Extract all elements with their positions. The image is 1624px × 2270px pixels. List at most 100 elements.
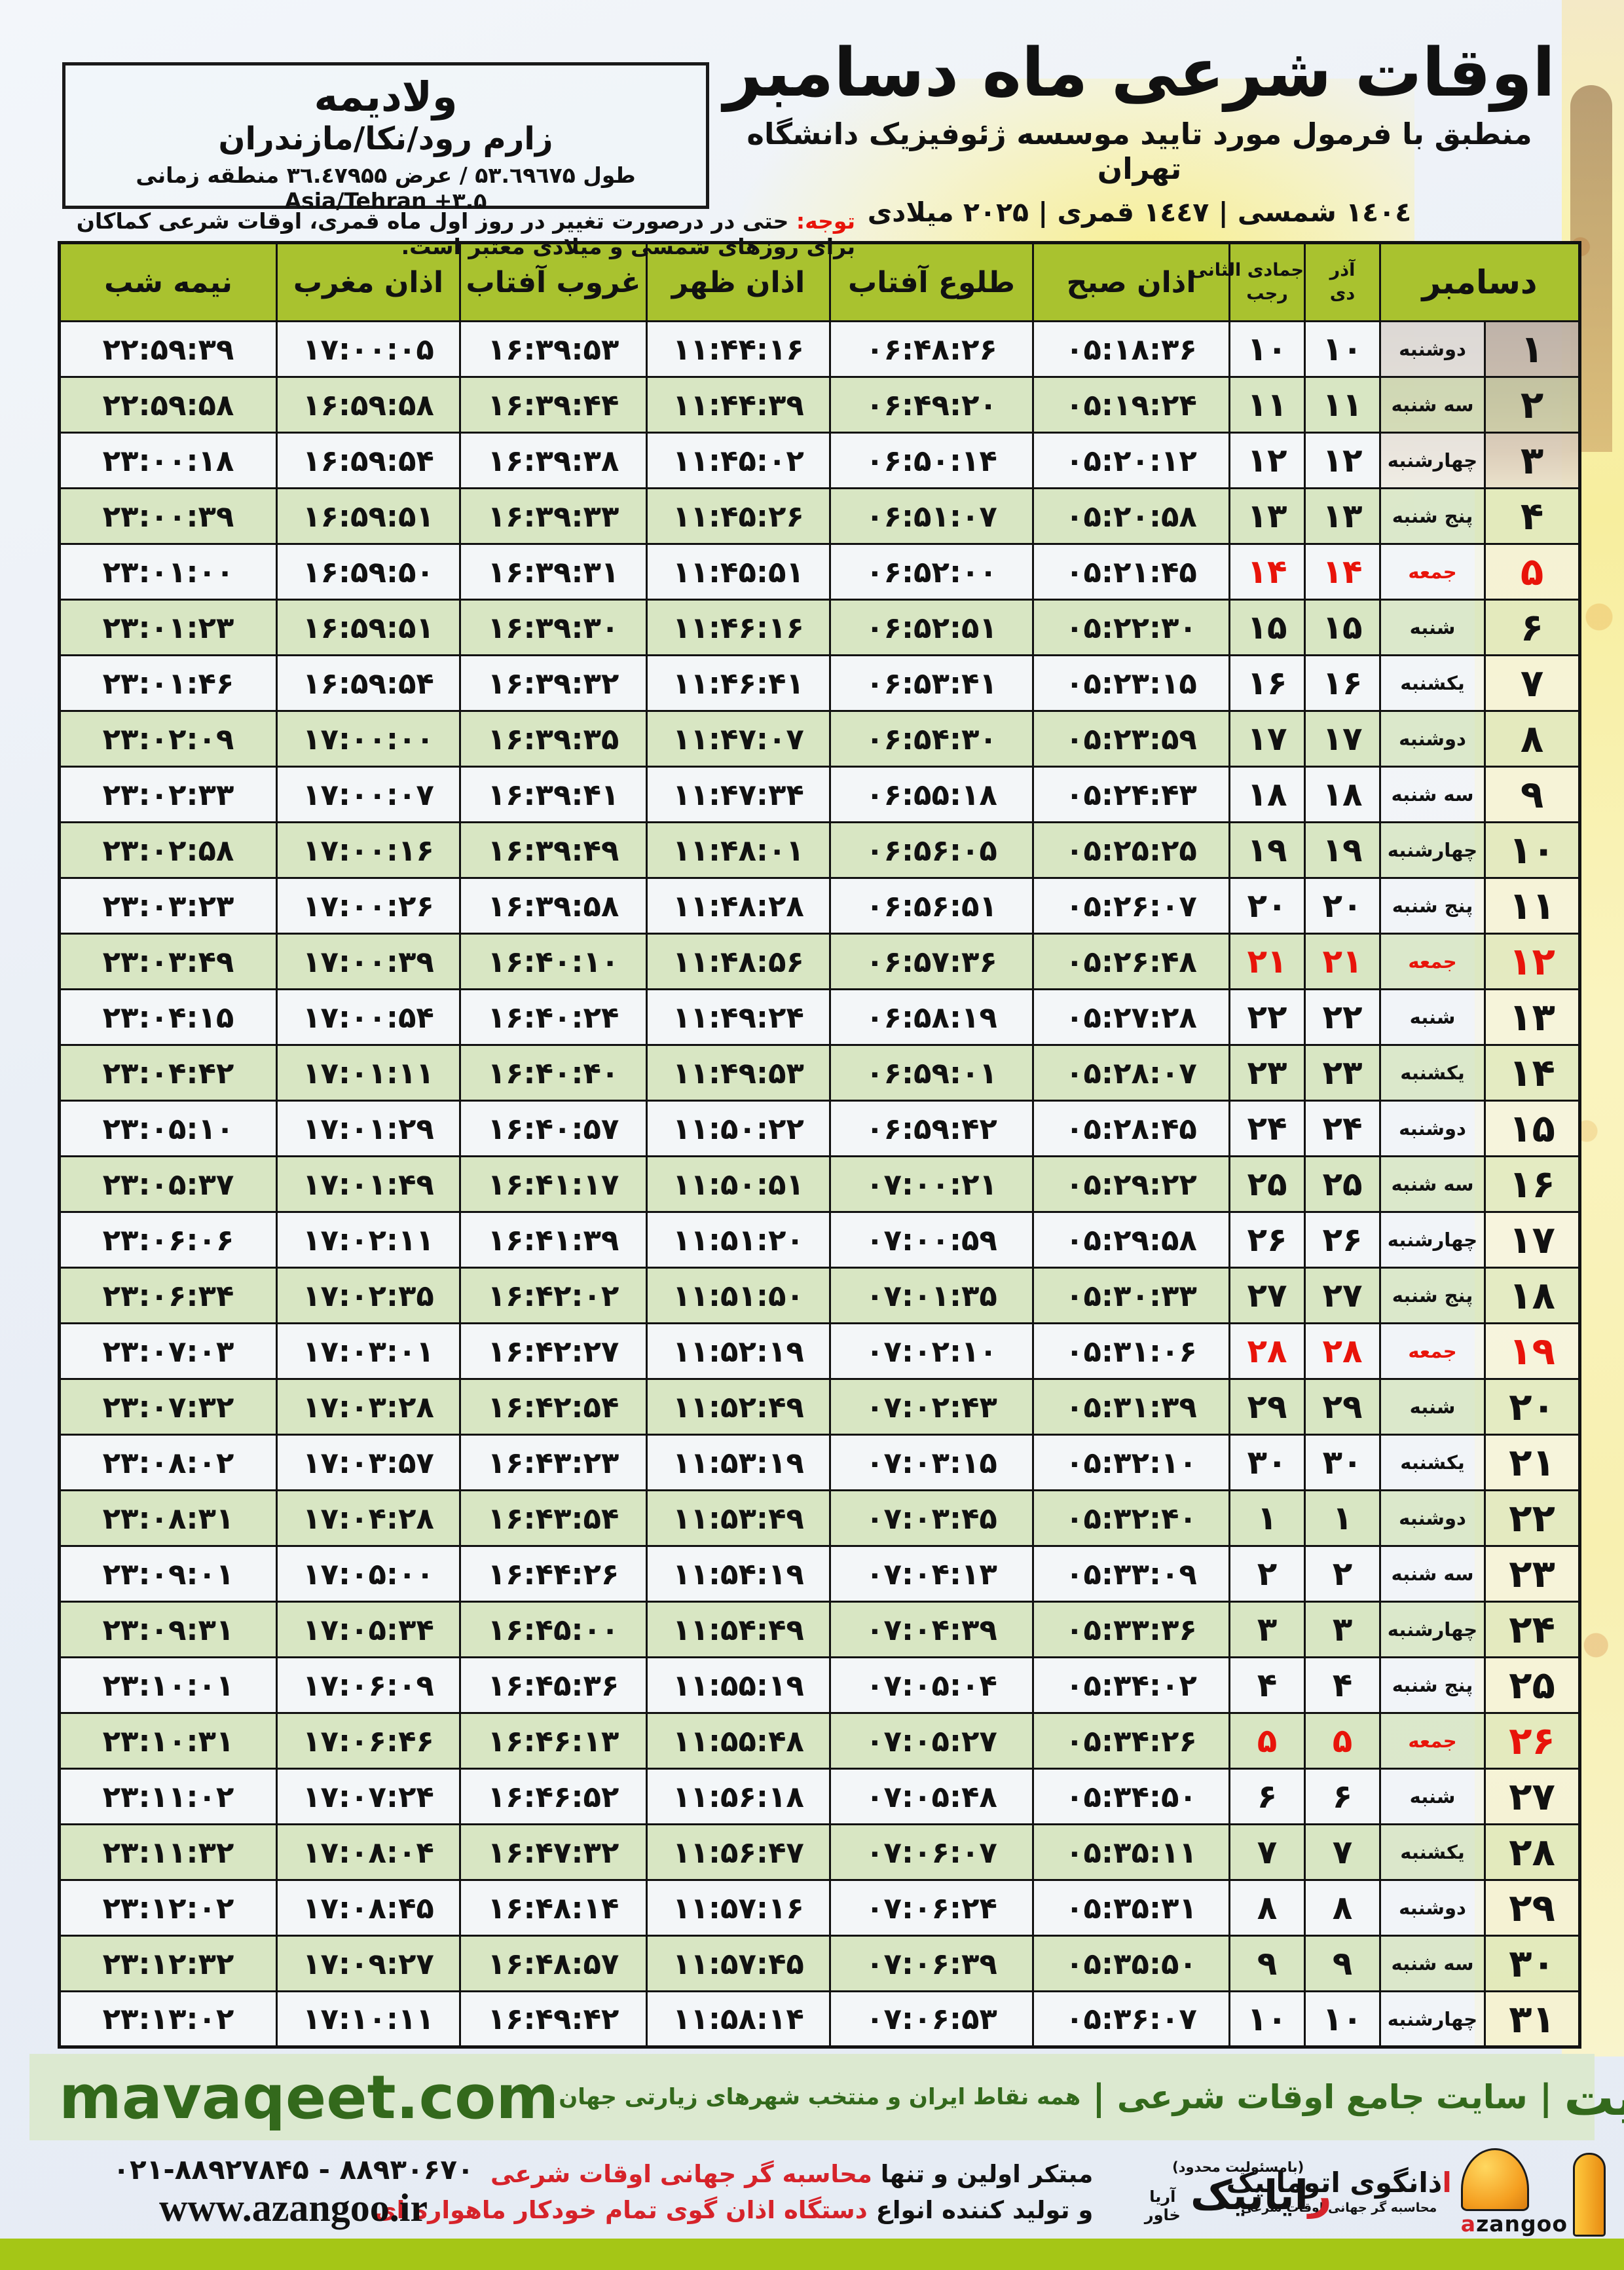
column-header-fajr: اذان صبح (1032, 242, 1230, 322)
maghrib-time: ۱۷:۰۱:۲۹ (276, 1100, 461, 1157)
lunar-month-day: ۲۴ (1228, 1100, 1306, 1157)
table-row: ۱۶ سه شنبه ۲۵ ۲۵ ۰۵:۲۹:۲۲ ۰۷:۰۰:۲۱ ۱۱:۵۰… (58, 1155, 1581, 1213)
weekday: دوشنبه (1378, 320, 1486, 378)
dhuhr-time: ۱۱:۵۸:۱۴ (646, 1990, 831, 2048)
lunar-month-day: ۲۲ (1228, 988, 1306, 1046)
weekday: چهارشنبه (1378, 1211, 1486, 1269)
sunset-time: ۱۶:۳۹:۳۸ (459, 432, 648, 489)
midnight-time: ۲۳:۰۵:۱۰ (58, 1100, 278, 1157)
table-row: ۲۶ جمعه ۵ ۵ ۰۵:۳۴:۲۶ ۰۷:۰۵:۲۷ ۱۱:۵۵:۴۸ ۱… (58, 1712, 1581, 1770)
sunset-time: ۱۶:۳۹:۵۸ (459, 877, 648, 935)
solar-month-day: ۷ (1304, 1823, 1381, 1881)
dhuhr-time: ۱۱:۴۵:۵۱ (646, 543, 831, 601)
december-day: ۳۱ (1484, 1990, 1581, 2048)
table-row: ۲۳ سه شنبه ۲ ۲ ۰۵:۳۳:۰۹ ۰۷:۰۴:۱۳ ۱۱:۵۴:۱… (58, 1545, 1581, 1603)
dhuhr-time: ۱۱:۵۱:۲۰ (646, 1211, 831, 1269)
lunar-month-day: ۱۵ (1228, 599, 1306, 656)
solar-month-day: ۲۸ (1304, 1322, 1381, 1380)
maghrib-time: ۱۶:۵۹:۵۴ (276, 654, 461, 712)
midnight-time: ۲۲:۵۹:۳۹ (58, 320, 278, 378)
maghrib-time: ۱۷:۰۳:۲۸ (276, 1378, 461, 1436)
azangoo-wordmark: azangoo (1460, 2210, 1568, 2237)
weekday: دوشنبه (1378, 1100, 1486, 1157)
weekday: یکشنبه (1378, 1823, 1486, 1881)
solar-month-day: ۹ (1304, 1935, 1381, 1992)
fajr-time: ۰۵:۳۳:۰۹ (1032, 1545, 1230, 1603)
december-day: ۱۶ (1484, 1155, 1581, 1213)
maghrib-time: ۱۷:۰۰:۲۶ (276, 877, 461, 935)
solar-month-day: ۲۳ (1304, 1044, 1381, 1102)
sunset-time: ۱۶:۴۹:۴۲ (459, 1990, 648, 2048)
weekday: پنج شنبه (1378, 1267, 1486, 1324)
sunrise-time: ۰۷:۰۱:۳۵ (829, 1267, 1034, 1324)
weekday: دوشنبه (1378, 1879, 1486, 1937)
midnight-time: ۲۳:۱۰:۳۱ (58, 1712, 278, 1770)
sunset-time: ۱۶:۴۸:۵۷ (459, 1935, 648, 1992)
solar-month-day: ۲۶ (1304, 1211, 1381, 1269)
midnight-time: ۲۳:۱۱:۰۲ (58, 1768, 278, 1825)
sunrise-time: ۰۷:۰۴:۱۳ (829, 1545, 1034, 1603)
weekday: جمعه (1378, 1712, 1486, 1770)
lunar-month-day: ۱۰ (1228, 320, 1306, 378)
fajr-time: ۰۵:۲۸:۴۵ (1032, 1100, 1230, 1157)
table-row: ۷ یکشنبه ۱۶ ۱۶ ۰۵:۲۳:۱۵ ۰۶:۵۳:۴۱ ۱۱:۴۶:۴… (58, 654, 1581, 712)
table-row: ۱۴ یکشنبه ۲۳ ۲۳ ۰۵:۲۸:۰۷ ۰۶:۵۹:۰۱ ۱۱:۴۹:… (58, 1044, 1581, 1102)
fajr-time: ۰۵:۲۶:۰۷ (1032, 877, 1230, 935)
fajr-time: ۰۵:۳۴:۲۶ (1032, 1712, 1230, 1770)
midnight-time: ۲۲:۵۹:۵۸ (58, 376, 278, 434)
maghrib-time: ۱۶:۵۹:۵۸ (276, 376, 461, 434)
fajr-time: ۰۵:۲۳:۱۵ (1032, 654, 1230, 712)
lunar-month-day: ۲۱ (1228, 933, 1306, 990)
weekday: یکشنبه (1378, 654, 1486, 712)
sunrise-time: ۰۶:۵۰:۱۴ (829, 432, 1034, 489)
solar-month-day: ۵ (1304, 1712, 1381, 1770)
table-row: ۱ دوشنبه ۱۰ ۱۰ ۰۵:۱۸:۳۶ ۰۶:۴۸:۲۶ ۱۱:۴۴:۱… (58, 320, 1581, 378)
dhuhr-time: ۱۱:۴۷:۰۷ (646, 710, 831, 768)
dhuhr-time: ۱۱:۴۷:۳۴ (646, 766, 831, 823)
lunar-month-day: ۸ (1228, 1879, 1306, 1937)
lunar-month-day: ۱۰ (1228, 1990, 1306, 2048)
prayer-table-body: ۱ دوشنبه ۱۰ ۱۰ ۰۵:۱۸:۳۶ ۰۶:۴۸:۲۶ ۱۱:۴۴:۱… (58, 320, 1581, 2048)
column-header-maghrib: اذان مغرب (276, 242, 461, 322)
rayanik-sub: آریا خاور (1144, 2187, 1181, 2225)
sunset-time: ۱۶:۴۰:۴۰ (459, 1044, 648, 1102)
phone-numbers: ۰۲۱-۸۸۹۲۷۸۴۵ - ۸۸۹۳۰۶۷۰ (113, 2153, 474, 2186)
fajr-time: ۰۵:۳۵:۱۱ (1032, 1823, 1230, 1881)
solar-month-day: ۲۱ (1304, 933, 1381, 990)
column-header-dhuhr: اذان ظهر (646, 242, 831, 322)
december-day: ۲۴ (1484, 1601, 1581, 1658)
midnight-time: ۲۳:۰۲:۰۹ (58, 710, 278, 768)
solar-month-day: ۲۰ (1304, 877, 1381, 935)
dhuhr-time: ۱۱:۴۴:۳۹ (646, 376, 831, 434)
sunrise-time: ۰۶:۵۴:۳۰ (829, 710, 1034, 768)
december-day: ۱۲ (1484, 933, 1581, 990)
dhuhr-time: ۱۱:۵۳:۱۹ (646, 1434, 831, 1491)
december-day: ۱ (1484, 320, 1581, 378)
weekday: شنبه (1378, 1768, 1486, 1825)
sunrise-time: ۰۶:۵۳:۴۱ (829, 654, 1034, 712)
fajr-time: ۰۵:۲۶:۴۸ (1032, 933, 1230, 990)
rayanik-note: (بامسئولیت محدود) (1172, 2159, 1304, 2175)
midnight-time: ۲۳:۰۷:۳۲ (58, 1378, 278, 1436)
sunrise-time: ۰۷:۰۶:۰۷ (829, 1823, 1034, 1881)
column-header-december: دسامبر (1378, 242, 1581, 322)
sunset-time: ۱۶:۳۹:۵۳ (459, 320, 648, 378)
azangoo-logo: azangoo اذانگوی اتوماتیک محاسبه گر جهانی… (1227, 2148, 1606, 2237)
maghrib-time: ۱۷:۰۸:۰۴ (276, 1823, 461, 1881)
maghrib-time: ۱۷:۰۷:۲۴ (276, 1768, 461, 1825)
table-row: ۲۱ یکشنبه ۳۰ ۳۰ ۰۵:۳۲:۱۰ ۰۷:۰۳:۱۵ ۱۱:۵۳:… (58, 1434, 1581, 1491)
weekday: چهارشنبه (1378, 821, 1486, 879)
midnight-time: ۲۳:۱۳:۰۲ (58, 1990, 278, 2048)
weekday: سه شنبه (1378, 766, 1486, 823)
solar-month-day: ۳۰ (1304, 1434, 1381, 1491)
maghrib-time: ۱۷:۰۶:۰۹ (276, 1656, 461, 1714)
table-row: ۲۸ یکشنبه ۷ ۷ ۰۵:۳۵:۱۱ ۰۷:۰۶:۰۷ ۱۱:۵۶:۴۷… (58, 1823, 1581, 1881)
december-day: ۹ (1484, 766, 1581, 823)
december-day: ۱۴ (1484, 1044, 1581, 1102)
midnight-time: ۲۳:۰۶:۰۶ (58, 1211, 278, 1269)
bottom-green-bar (0, 2239, 1624, 2270)
sunrise-time: ۰۷:۰۴:۳۹ (829, 1601, 1034, 1658)
december-day: ۲۱ (1484, 1434, 1581, 1491)
fajr-time: ۰۵:۳۱:۳۹ (1032, 1378, 1230, 1436)
december-day: ۱۵ (1484, 1100, 1581, 1157)
